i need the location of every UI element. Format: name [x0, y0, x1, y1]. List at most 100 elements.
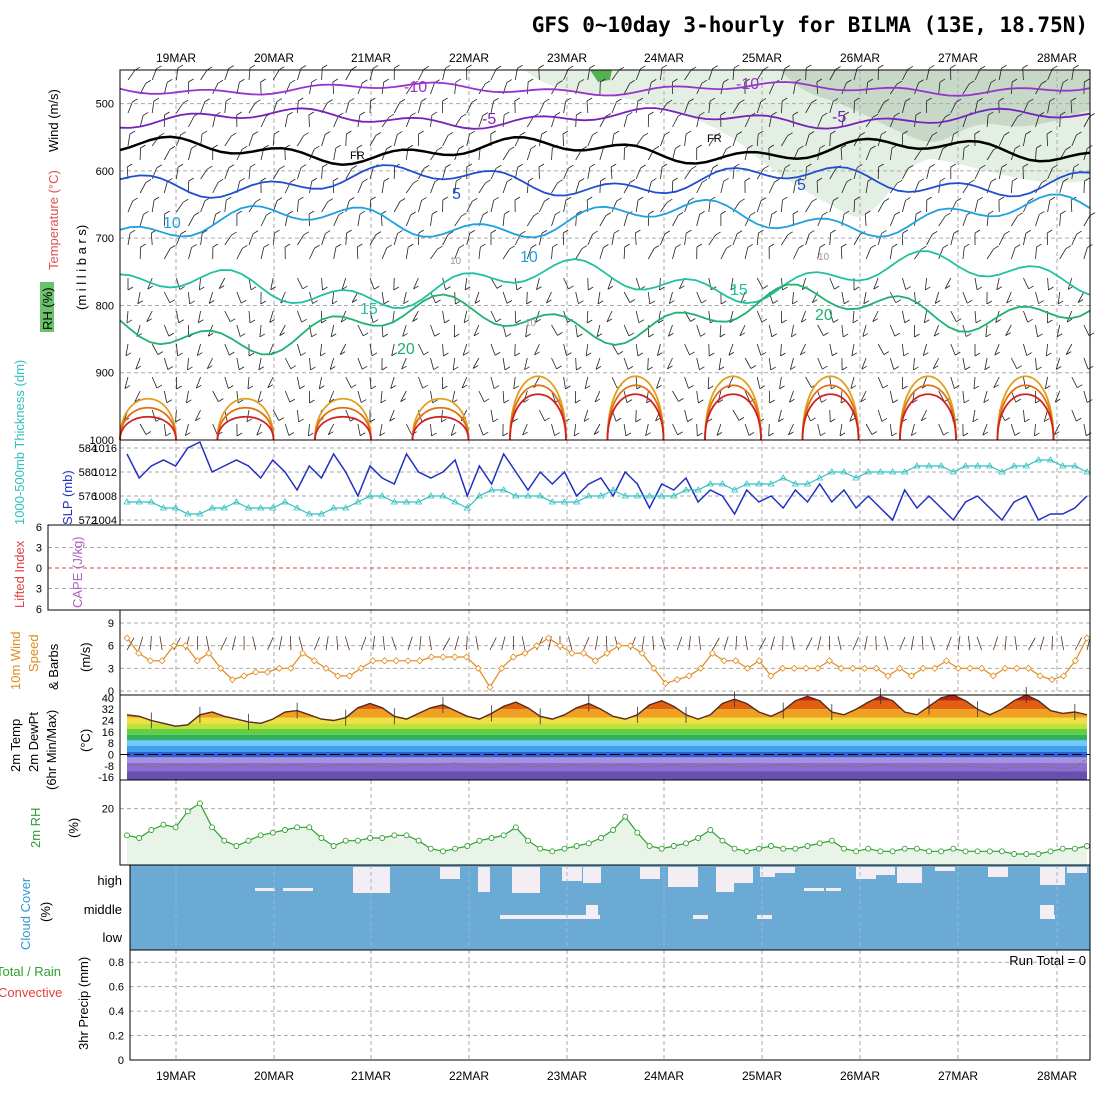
wind-barb-flag — [386, 145, 392, 150]
wind-barb — [1059, 248, 1067, 260]
thickness-marker — [281, 498, 289, 505]
date-label: 21MAR — [351, 1069, 391, 1083]
wind-barb-flag — [774, 178, 780, 183]
wind-barb — [1065, 343, 1073, 355]
wind-barb-flag — [635, 418, 641, 423]
contour-label: 15 — [730, 282, 748, 299]
middle-cloud-gap — [586, 905, 598, 919]
wind-barb-flag — [267, 384, 273, 389]
wind-barb — [708, 101, 711, 114]
wind-barb-flag — [568, 285, 574, 290]
wind-barb — [889, 115, 895, 128]
thickness-marker — [633, 492, 642, 499]
wind-barb-flag — [496, 285, 503, 289]
wind-barb-flag — [300, 164, 307, 168]
tick-label: -8 — [104, 761, 114, 773]
wind-barb-flag — [180, 230, 187, 235]
rh2m-panel: 20 2m RH (%) — [28, 779, 1091, 866]
wind-barb-flag — [918, 79, 924, 84]
wind-barb-flag — [247, 385, 254, 390]
thickness-marker — [171, 504, 180, 511]
wind-barb — [297, 343, 302, 356]
rh-marker — [768, 843, 775, 849]
rh-marker — [209, 824, 216, 831]
isotherm-line — [119, 283, 1091, 356]
wind-barb — [861, 357, 867, 370]
wind-barb-flag — [157, 351, 164, 355]
wind-barb-flag — [349, 197, 355, 201]
thickness-marker — [123, 498, 131, 505]
wind-barb-flag — [340, 318, 347, 323]
wind-barb-flag — [132, 98, 138, 103]
thickness-marker — [621, 492, 629, 499]
wind-barb-flag — [1070, 97, 1077, 102]
wind-barb — [1023, 134, 1027, 147]
wind-barb-flag — [454, 333, 460, 338]
rh-marker — [330, 843, 337, 849]
wind-barb-flag — [462, 352, 469, 356]
wind-barb-flag — [182, 99, 189, 104]
wind-barb-flag — [1004, 131, 1010, 136]
wind-barb — [982, 423, 988, 436]
wind10m-marker — [708, 649, 716, 657]
wind-barb-flag — [723, 78, 729, 83]
wind-barb — [272, 134, 275, 147]
wind-barb — [430, 357, 434, 370]
wind-barb — [259, 324, 262, 337]
wind-barb — [998, 234, 1005, 246]
wind-barb — [1071, 233, 1078, 246]
wind-barb — [163, 357, 169, 370]
wind-barb — [768, 324, 773, 337]
wind-barb-flag — [687, 418, 693, 422]
wind-barb — [660, 233, 666, 246]
surface-wind-barb — [475, 636, 479, 651]
tick-label: 32 — [102, 704, 114, 716]
wind10m-marker — [392, 657, 400, 665]
wind10m-marker — [849, 664, 857, 672]
wind-barb-flag — [820, 432, 826, 437]
wind-barb — [236, 149, 243, 161]
date-label: 26MAR — [840, 51, 880, 65]
temp-band — [127, 746, 1087, 752]
wind-barb-flag — [963, 399, 970, 404]
surface-wind-barb — [837, 636, 842, 651]
wind-barb — [478, 182, 486, 194]
wind-barb-flag — [279, 66, 285, 71]
tick-label: 0.6 — [109, 982, 124, 994]
wind-barb-flag — [696, 144, 702, 149]
wind-barb-flag — [870, 244, 876, 249]
wind-barb-flag — [217, 178, 224, 183]
wind-barb — [684, 134, 687, 147]
wind-barb — [829, 277, 835, 290]
surface-wind-barb — [583, 636, 590, 651]
wind-barb-flag — [840, 144, 847, 149]
rh-color-swatch — [40, 282, 54, 332]
wind-barb-flag — [576, 111, 582, 116]
wind-barb-flag — [469, 230, 475, 234]
wind-barb — [236, 291, 242, 304]
wind-barb-flag — [607, 285, 614, 290]
wind-barb-flag — [934, 300, 941, 304]
surface-wind-barb — [676, 636, 683, 651]
wind10m-marker — [416, 657, 424, 665]
wind-barb-flag — [495, 65, 502, 70]
wind-barb-flag — [787, 132, 793, 137]
wind-barb-flag — [461, 212, 467, 217]
wind-barb-flag — [685, 130, 692, 135]
wind-barb-flag — [418, 229, 425, 234]
wind-barb-flag — [811, 198, 817, 203]
wind-barb-flag — [861, 365, 868, 370]
wind-barb-flag — [546, 299, 552, 304]
temp2m-label: 2m Temp — [8, 719, 23, 772]
tick-label: 900 — [96, 368, 114, 380]
thickness-marker — [220, 504, 228, 511]
wind-barb — [551, 423, 555, 436]
wind-barb — [950, 376, 955, 389]
wind-barb — [1035, 324, 1038, 337]
wind-barb — [950, 310, 957, 322]
wind-barb — [1010, 247, 1016, 260]
rh-marker — [719, 837, 726, 844]
wind-barb-flag — [1084, 78, 1090, 83]
wind-barb-flag — [730, 286, 737, 291]
